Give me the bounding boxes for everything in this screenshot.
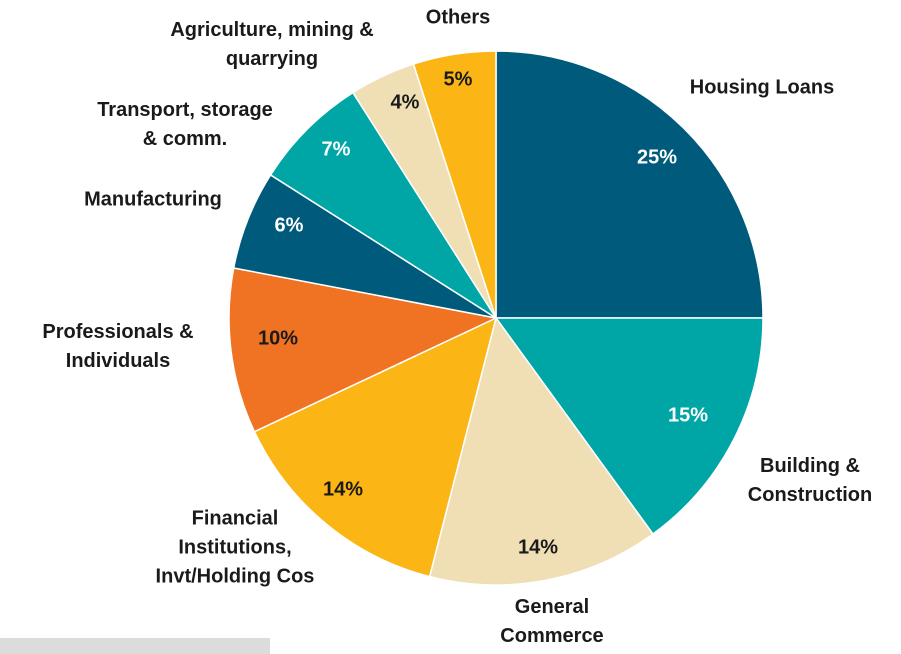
value-label: 6% <box>275 214 304 236</box>
pie-slice <box>495 50 764 319</box>
category-label: Professionals & Individuals <box>42 321 194 372</box>
category-label: Housing Loans <box>689 76 835 99</box>
category-label: Transport, storage & comm. <box>97 99 273 150</box>
pie-slice <box>412 50 497 319</box>
value-label: 14% <box>518 536 558 558</box>
category-label: Others <box>425 6 491 29</box>
category-label: Financial Institutions, Invt/Holding Cos <box>155 507 315 588</box>
pie-slice <box>269 91 497 319</box>
pie-slice <box>228 267 499 433</box>
pie-slice <box>494 317 764 536</box>
value-label: 14% <box>323 478 363 500</box>
value-label: 7% <box>322 138 351 160</box>
value-label: 15% <box>668 404 708 426</box>
category-label: General Commerce <box>500 596 604 647</box>
category-label: Agriculture, mining & quarrying <box>170 19 374 70</box>
value-label: 10% <box>258 327 298 349</box>
pie-slice <box>428 316 654 586</box>
category-label: Manufacturing <box>84 188 222 211</box>
value-label: 5% <box>444 68 473 90</box>
value-label: 25% <box>637 146 677 168</box>
pie-slice <box>253 316 498 578</box>
value-label: 4% <box>391 91 420 113</box>
footer-bar <box>0 638 270 654</box>
category-label: Building & Construction <box>747 455 873 506</box>
